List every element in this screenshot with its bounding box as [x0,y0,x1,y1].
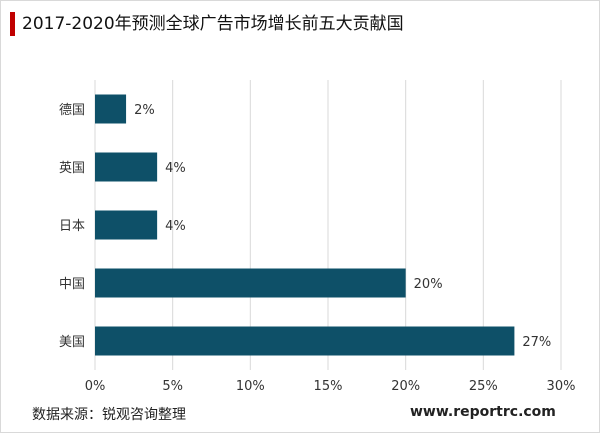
bar [95,152,158,182]
data-label: 4% [165,161,186,176]
y-category-label: 美国 [59,335,85,350]
x-tick-label: 10% [236,379,265,394]
y-category-label: 日本 [59,219,85,234]
x-tick-label: 15% [314,379,343,394]
y-category-label: 英国 [59,161,85,176]
data-label: 2% [134,103,155,118]
data-source-note: 数据来源：锐观咨询整理 [32,407,186,423]
data-label: 20% [414,277,443,292]
data-label: 4% [165,219,186,234]
x-tick-label: 25% [469,379,498,394]
labels: 0% 5% 10% 15% 20% 25% 30% 德国 2% 英国 4% 日本 4% 中国 20% 美国 27… [59,103,575,394]
bar [95,268,406,298]
x-tick-label: 0% [85,379,106,394]
bar [95,326,515,356]
data-label: 27% [522,335,551,350]
x-tick-label: 20% [391,379,420,394]
grid-lines [94,80,562,370]
y-category-label: 中国 [59,277,85,292]
y-category-label: 德国 [59,103,85,118]
x-tick-label: 5% [162,379,183,394]
chart-title: 2017-2020年预测全球广告市场增长前五大贡献国 [22,14,404,34]
bar [95,210,158,240]
bars [95,94,515,356]
x-tick-label: 30% [547,379,576,394]
title-accent-bar [10,12,15,36]
bar [95,94,127,124]
website-label: www.reportrc.com [410,404,556,420]
